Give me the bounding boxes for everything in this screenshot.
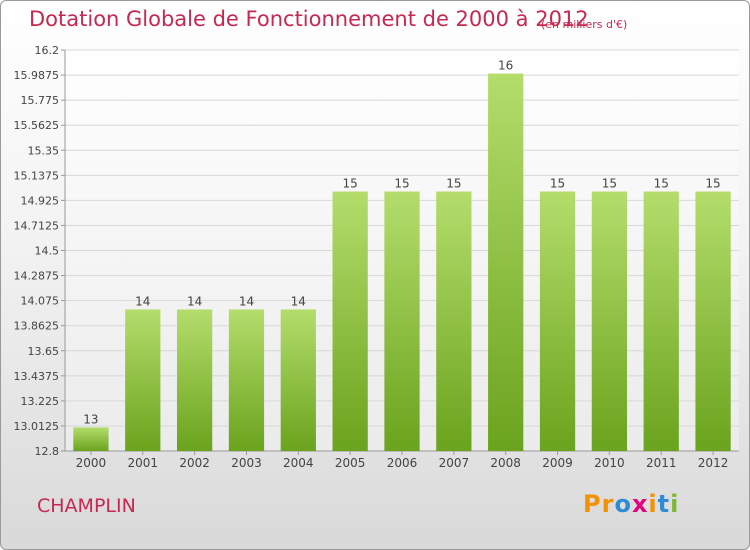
- logo-letter: i: [648, 490, 658, 518]
- x-tick-label: 2003: [231, 456, 262, 470]
- bar-value-label: 15: [654, 177, 669, 191]
- bar-value-label: 15: [705, 177, 720, 191]
- y-tick-label: 13.65: [28, 345, 60, 358]
- bar-value-label: 14: [187, 294, 202, 308]
- x-tick-label: 2007: [439, 456, 470, 470]
- bar-2005: [332, 191, 368, 451]
- bar-value-label: 14: [291, 294, 306, 308]
- y-tick-label: 15.35: [28, 144, 60, 157]
- y-tick-label: 16.2: [35, 44, 60, 57]
- bar-2009: [539, 191, 576, 451]
- y-tick-label: 12.8: [35, 445, 60, 458]
- x-tick-label: 2008: [490, 456, 521, 470]
- bar-2000: [73, 427, 109, 451]
- bar-2008: [488, 73, 524, 452]
- y-tick-label: 14.075: [21, 295, 60, 308]
- bars: 13 14 14 14 14 15 15 15 16 15 15 15 15: [73, 59, 731, 452]
- y-tick-label: 13.225: [21, 395, 60, 408]
- bar-2007: [436, 191, 472, 451]
- unit-label: (en milliers d'€): [541, 18, 628, 31]
- y-tick-label: 14.2875: [14, 270, 60, 283]
- logo-letter: i: [670, 490, 680, 518]
- x-tick-label: 2011: [646, 456, 677, 470]
- x-tick-label: 2012: [698, 456, 729, 470]
- bar-2001: [125, 309, 161, 451]
- logo-letter: x: [631, 490, 649, 518]
- y-tick-label: 13.8625: [14, 320, 60, 333]
- bar-2006: [384, 191, 420, 451]
- x-tick-label: 2009: [542, 456, 573, 470]
- bar-2012: [695, 191, 731, 451]
- bar-value-label: 14: [135, 294, 150, 308]
- bar-2002: [176, 309, 213, 451]
- bar-value-label: 15: [394, 177, 409, 191]
- x-tick-label: 2002: [179, 456, 210, 470]
- bar-value-label: 15: [602, 177, 617, 191]
- y-tick-label: 13.4375: [14, 370, 60, 383]
- bar-2011: [643, 191, 679, 451]
- x-tick-label: 2001: [127, 456, 158, 470]
- bar-value-label: 16: [498, 59, 513, 73]
- y-tick-label: 14.7125: [14, 219, 60, 232]
- bar-value-label: 14: [239, 294, 254, 308]
- x-tick-label: 2005: [335, 456, 366, 470]
- y-tick-label: 14.5: [35, 245, 60, 258]
- bar-2003: [228, 309, 265, 451]
- y-tick-label: 15.775: [21, 94, 60, 107]
- proxiti-logo: Proxiti: [583, 490, 679, 518]
- bar-value-label: 15: [550, 177, 565, 191]
- y-tick-label: 14.925: [21, 194, 60, 207]
- bar-value-label: 15: [446, 177, 461, 191]
- logo-letter: t: [657, 490, 671, 518]
- logo-letter: r: [601, 490, 615, 518]
- y-tick-label: 15.1375: [14, 169, 60, 182]
- x-tick-label: 2000: [76, 456, 107, 470]
- y-tick-label: 15.9875: [14, 69, 60, 82]
- logo-letter: o: [614, 490, 632, 518]
- bar-value-label: 13: [83, 412, 98, 426]
- x-tick-label: 2004: [283, 456, 314, 470]
- x-tick-label: 2006: [387, 456, 418, 470]
- chart-title: Dotation Globale de Fonctionnement de 20…: [29, 7, 589, 31]
- x-tick-label: 2010: [594, 456, 625, 470]
- y-tick-label: 15.5625: [14, 119, 60, 132]
- y-tick-label: 13.0125: [14, 420, 60, 433]
- bar-2004: [280, 309, 316, 451]
- logo-letter: P: [583, 490, 602, 518]
- commune-name: CHAMPLIN: [37, 495, 136, 517]
- bar-2010: [591, 191, 628, 451]
- bar-value-label: 15: [343, 177, 358, 191]
